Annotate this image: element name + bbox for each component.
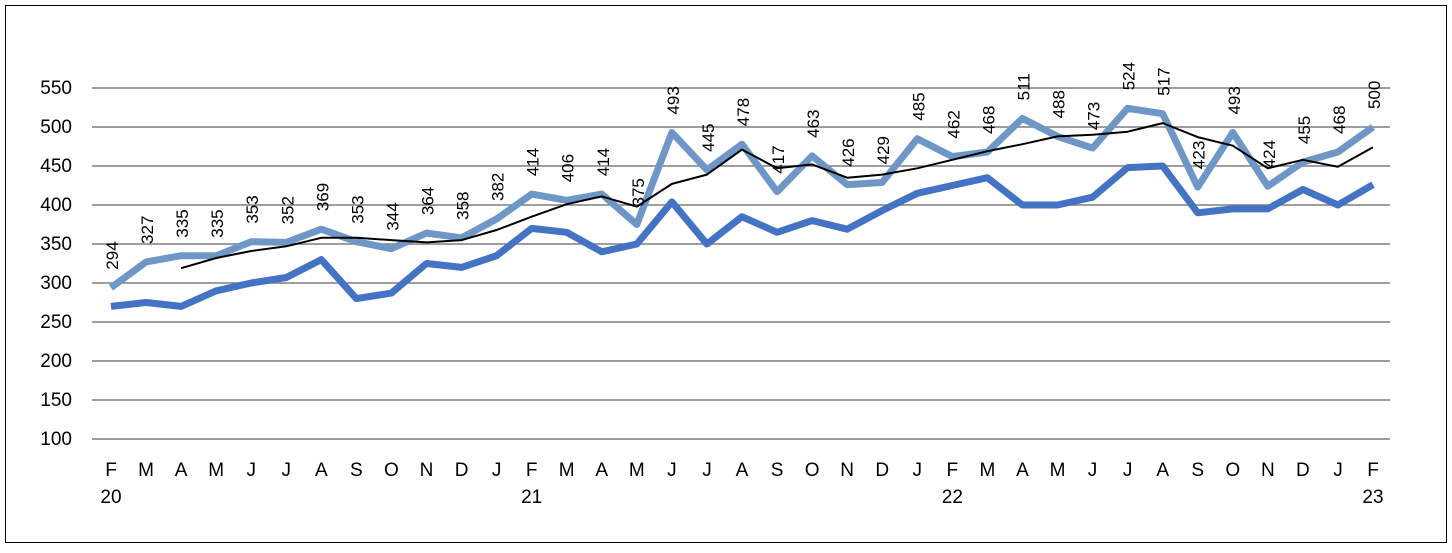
data-label: 358: [454, 191, 473, 219]
data-label: 468: [1330, 106, 1349, 134]
data-label: 414: [524, 148, 543, 176]
x-tick-label: O: [1225, 460, 1240, 481]
y-tick-label: 100: [40, 429, 72, 450]
data-label: 455: [1295, 116, 1314, 144]
series-line-labeled: [108, 104, 1376, 291]
y-tick-label: 500: [40, 117, 72, 138]
series-line-trend: [180, 122, 1374, 270]
x-tick-label: J: [1088, 460, 1098, 481]
data-label: 517: [1155, 67, 1174, 95]
data-label: 406: [559, 154, 578, 182]
x-tick-label: M: [979, 460, 995, 481]
data-label: 344: [383, 202, 402, 230]
data-label: 353: [243, 195, 262, 223]
x-tick-label: A: [1016, 460, 1029, 481]
data-label: 478: [734, 98, 753, 126]
data-label: 423: [1190, 141, 1209, 169]
y-tick-label: 200: [40, 351, 72, 372]
data-label: 382: [489, 173, 508, 201]
x-tick-label: M: [208, 460, 224, 481]
x-tick-label: J: [667, 460, 677, 481]
data-label: 493: [664, 86, 683, 114]
x-tick-label: S: [350, 460, 363, 481]
x-tick-label: S: [771, 460, 784, 481]
data-label: 500: [1365, 81, 1384, 109]
x-tick-label: A: [315, 460, 328, 481]
data-label: 414: [594, 148, 613, 176]
x-tick-label: S: [1191, 460, 1204, 481]
x-tick-label: D: [1296, 460, 1310, 481]
x-tick-label: N: [420, 460, 434, 481]
data-label: 524: [1120, 62, 1139, 90]
x-tick-label: A: [1156, 460, 1169, 481]
y-tick-label: 300: [40, 273, 72, 294]
x-tick-label: F: [105, 460, 117, 481]
data-label: 364: [418, 187, 437, 215]
data-label: 429: [874, 136, 893, 164]
y-tick-label: 400: [40, 195, 72, 216]
x-year-label: 20: [100, 487, 121, 508]
x-tick-label: J: [492, 460, 502, 481]
gridlines: [92, 87, 1390, 440]
data-label: 468: [979, 106, 998, 134]
data-label: 352: [278, 196, 297, 224]
data-label: 294: [103, 241, 122, 269]
x-tick-label: M: [629, 460, 645, 481]
x-tick-label: J: [1123, 460, 1133, 481]
data-label: 335: [173, 209, 192, 237]
x-tick-label: F: [526, 460, 538, 481]
data-label: 353: [348, 195, 367, 223]
x-tick-label: J: [246, 460, 256, 481]
data-label: 424: [1260, 140, 1279, 168]
y-tick-label: 250: [40, 312, 72, 333]
x-tick-label: J: [702, 460, 712, 481]
data-label: 375: [629, 178, 648, 206]
x-year-label: 22: [942, 487, 963, 508]
x-tick-label: M: [559, 460, 575, 481]
x-tick-label: A: [595, 460, 608, 481]
series-line-lower: [110, 162, 1375, 310]
x-tick-label: J: [913, 460, 923, 481]
x-tick-label: J: [282, 460, 292, 481]
chart-border: [5, 5, 1447, 543]
y-axis-ticks: 100 150 200 250 300 350 400 450 500 550: [40, 78, 72, 450]
data-label: 369: [313, 183, 332, 211]
data-label: 462: [944, 110, 963, 138]
data-label: 485: [909, 92, 928, 120]
data-label: 426: [839, 138, 858, 166]
x-tick-label: A: [736, 460, 749, 481]
data-labels: 294 327 335 335 353 352 369 353 344 364 358 382 414 4…: [103, 62, 1384, 270]
x-tick-label: O: [805, 460, 820, 481]
x-tick-label: F: [1367, 460, 1379, 481]
x-axis-ticks: F M A M J J A S O N D J F M A M J J A S O N D J F M A M J J A S O N D J F20 2…: [100, 460, 1383, 508]
x-tick-label: J: [1333, 460, 1343, 481]
series-lines: [108, 104, 1376, 310]
data-label: 417: [769, 145, 788, 173]
x-year-label: 21: [521, 487, 542, 508]
x-tick-label: D: [875, 460, 889, 481]
data-label: 473: [1085, 102, 1104, 130]
y-tick-label: 150: [40, 390, 72, 411]
x-tick-label: M: [1050, 460, 1066, 481]
y-tick-label: 550: [40, 78, 72, 99]
x-tick-label: D: [455, 460, 469, 481]
data-label: 327: [138, 216, 157, 244]
data-label: 445: [699, 123, 718, 151]
x-tick-label: A: [175, 460, 188, 481]
data-label: 511: [1014, 73, 1033, 100]
x-tick-label: N: [840, 460, 854, 481]
data-label: 493: [1225, 86, 1244, 114]
x-year-label: 23: [1362, 487, 1383, 508]
data-label: 488: [1049, 90, 1068, 118]
y-tick-label: 350: [40, 234, 72, 255]
x-tick-label: N: [1261, 460, 1275, 481]
x-tick-label: O: [384, 460, 399, 481]
data-label: 335: [208, 209, 227, 237]
y-tick-label: 450: [40, 156, 72, 177]
x-tick-label: M: [138, 460, 154, 481]
data-label: 463: [804, 110, 823, 138]
x-tick-label: F: [947, 460, 959, 481]
